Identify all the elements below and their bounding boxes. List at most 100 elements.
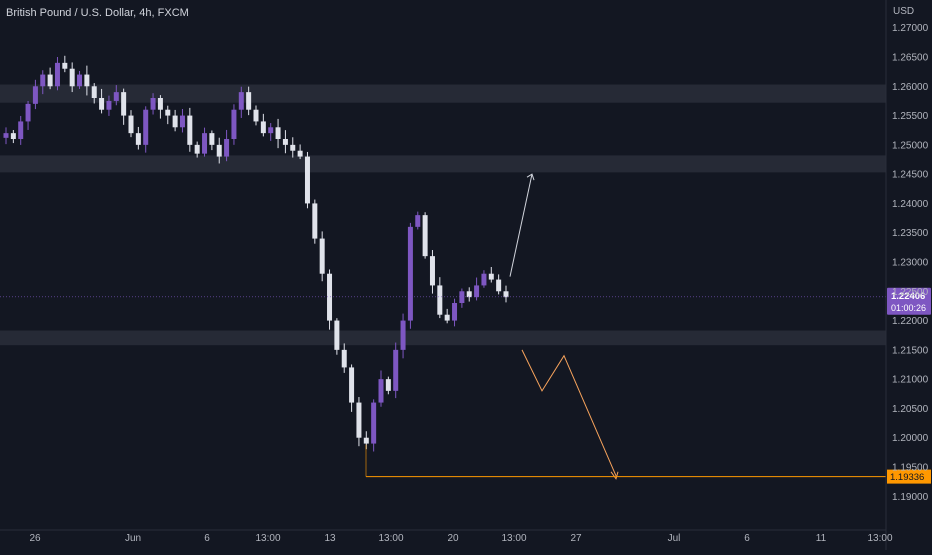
candle-body [209,133,215,145]
candle-body [165,109,171,116]
x-tick-label: 6 [204,533,210,544]
y-tick-label: 1.19500 [892,463,929,474]
candle-body [496,279,502,292]
projection-up-line [509,174,533,277]
candle-body [415,215,421,227]
x-tick-label: 13 [324,533,336,544]
x-tick-label: 27 [570,533,582,544]
symbol-title[interactable]: British Pound / U.S. Dollar, 4h, FXCM [6,7,189,19]
y-tick-label: 1.19000 [892,492,929,503]
y-tick-label: 1.22000 [892,316,929,327]
candle-body [371,402,377,444]
target-price-label [887,469,931,484]
symbol-interval: 4h [139,7,152,19]
candle-body [187,115,193,145]
y-tick-label: 1.25500 [892,111,929,122]
candle-body [150,98,156,110]
candle-body [157,98,163,110]
candle-body [84,74,90,87]
candle-body [62,62,68,69]
candle-body [422,215,428,257]
candle-body [319,238,325,274]
candle-body [260,121,266,134]
candle-body [385,379,391,391]
candle-body [334,320,340,350]
candle-body [349,367,355,403]
y-tick-label: 1.23000 [892,258,929,269]
candle-body [47,74,53,87]
candle-body [231,109,237,139]
x-tick-label: 6 [744,533,750,544]
candle-body [3,133,9,138]
candle-body [297,150,303,157]
y-tick-label: 1.24500 [892,170,929,181]
candle-body [452,303,458,321]
y-tick-label: 1.20000 [892,433,929,444]
candle-body [312,203,318,239]
candle-body [275,127,281,139]
zone-2 [0,330,886,346]
candle-body [246,92,252,110]
candle-body [113,92,119,101]
candle-body [503,291,509,298]
countdown-text: 01:00:26 [891,303,926,313]
candle-body [407,226,413,321]
x-tick-label: 20 [447,533,459,544]
x-tick-label: 13:00 [501,533,526,544]
candle-body [135,133,141,145]
y-tick-label: 1.24000 [892,199,929,210]
y-tick-label: 1.26000 [892,82,929,93]
x-tick-label: 26 [29,533,41,544]
candle-body [99,98,105,110]
y-tick-label: 1.21000 [892,375,929,386]
candle-body [179,115,185,128]
candle-body [393,349,399,391]
candle-body [304,156,310,204]
candle-body [290,144,296,151]
candle-body [54,62,60,87]
candle-body [341,349,347,368]
candle-body [69,68,75,87]
candle-body [459,291,465,303]
candle-body [18,121,24,139]
candle-body [106,100,112,110]
candle-body [437,285,443,315]
symbol-name: British Pound / U.S. Dollar [6,7,134,19]
y-tick-label: 1.20500 [892,404,929,415]
candle-body [121,92,127,116]
x-tick-label: 11 [816,533,827,544]
candle-body [481,273,487,286]
zone-0 [0,84,886,103]
projection-down-line [521,349,617,476]
x-tick-label: Jul [668,533,681,544]
candle-body [363,437,369,444]
zone-1 [0,155,886,173]
candle-body [32,86,38,104]
candle-body [400,320,406,350]
symbol-exchange: FXCM [157,7,189,19]
candle-body [77,74,83,87]
y-tick-label: 1.25000 [892,140,929,151]
candle-body [202,133,208,154]
projection-up-arrowhead [526,173,535,181]
x-tick-label: 13:00 [867,533,892,544]
candle-body [40,74,46,87]
y-tick-label: 1.21500 [892,345,929,356]
candle-body [216,144,222,157]
candle-body [444,314,450,321]
candle-body [238,92,244,110]
candle-body [172,115,178,128]
candle-body [488,273,494,280]
candle-body [268,127,274,134]
candle-body [10,133,16,139]
candle-body [378,379,384,403]
candle-body [91,86,97,98]
candle-body [128,115,134,134]
candle-body [194,144,200,154]
candle-body [143,109,149,145]
candle-body [282,139,288,145]
candle-body [25,103,31,122]
y-tick-label: 1.23500 [892,228,929,239]
